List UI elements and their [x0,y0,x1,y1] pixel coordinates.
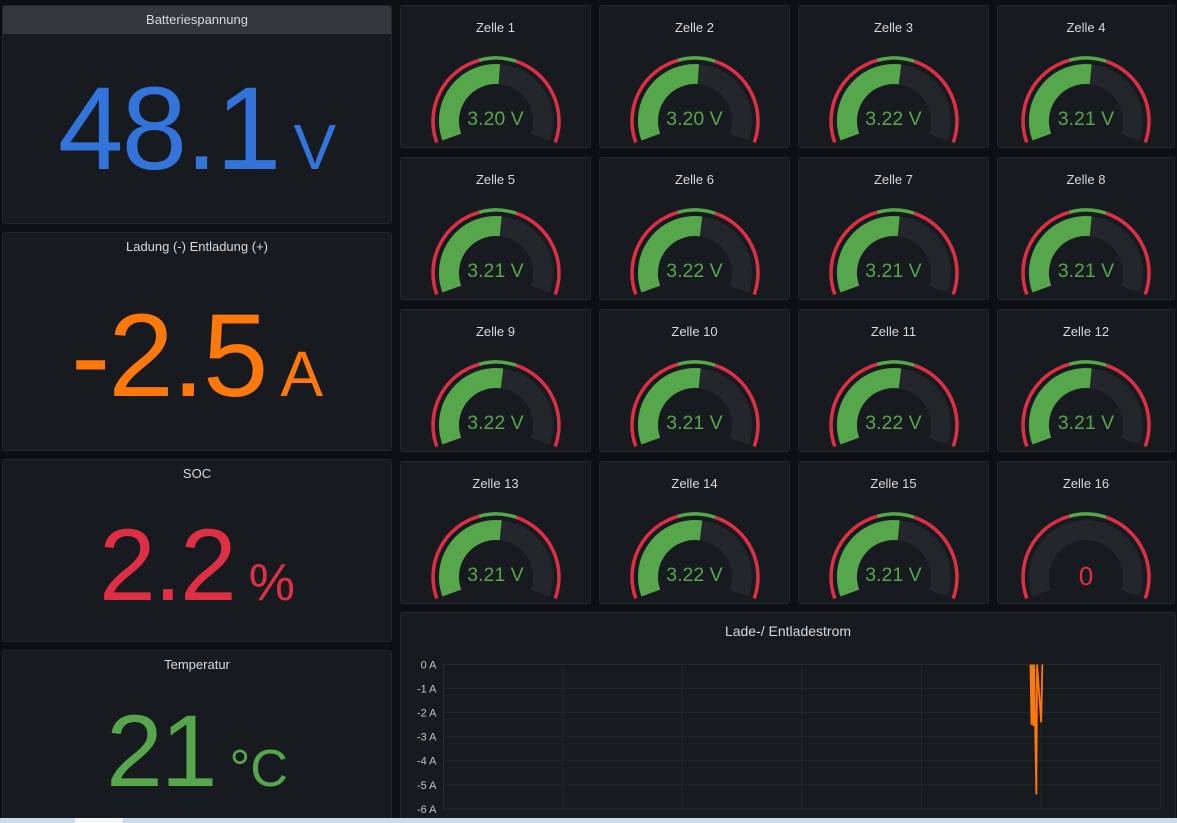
stat-value-temperatur: 21 [106,700,215,802]
y-axis-tick-label: -1 A [417,684,437,696]
gauge-value: 3.21 V [998,412,1174,435]
gauge-value: 0 [998,561,1174,592]
gauge-value: 3.22 V [799,412,988,435]
gauge-panel-zelle-7: Zelle 73.21 V [798,157,989,300]
gauge-value: 3.22 V [799,108,988,131]
y-axis-tick-label: -3 A [417,732,437,744]
gauge-panel-zelle-3: Zelle 33.22 V [798,5,989,148]
y-axis-tick-label: 0 A [421,659,437,671]
stat-value-strom: -2.5 [71,297,266,415]
cell-voltage-gauge: 3.21 V [799,158,988,299]
cell-voltage-gauge: 3.20 V [600,6,789,147]
gauge-panel-zelle-4: Zelle 43.21 V [997,5,1175,148]
cell-voltage-gauge: 3.21 V [799,462,988,603]
cell-voltage-gauge: 3.22 V [600,462,789,603]
cell-voltage-gauge: 3.21 V [998,6,1174,147]
cell-voltage-gauge: 3.22 V [401,310,590,451]
gauge-panel-zelle-13: Zelle 133.21 V [400,461,591,604]
stat-panel-temperatur: Temperatur 21 °C [2,650,392,823]
stat-value-soc: 2.2 [99,514,235,616]
cell-voltage-gauge: 3.21 V [600,310,789,451]
stat-body: 48.1 V [3,34,391,223]
gauge-value: 3.21 V [600,412,789,435]
stat-value-batteriespannung: 48.1 [58,70,280,188]
stat-unit-percent: % [249,557,295,609]
gauge-value: 3.20 V [401,108,590,131]
stat-panel-soc: SOC 2.2 % [2,459,392,642]
gauge-panel-zelle-10: Zelle 103.21 V [599,309,790,452]
stat-body: 21 °C [3,679,391,822]
horizontal-scrollbar-track[interactable] [0,818,1177,823]
y-axis-tick-label: -6 A [417,804,437,816]
stat-panel-ladung-entladung: Ladung (-) Entladung (+) -2.5 A [2,232,392,451]
gauge-panel-zelle-5: Zelle 53.21 V [400,157,591,300]
stat-unit-ampere: A [280,342,323,406]
cell-voltage-gauge: 3.20 V [401,6,590,147]
gauge-value: 3.21 V [998,108,1174,131]
stat-body: 2.2 % [3,488,391,641]
gauge-panel-zelle-15: Zelle 153.21 V [798,461,989,604]
cell-voltage-gauge: 0 [998,462,1174,603]
horizontal-scrollbar-thumb[interactable] [75,818,123,823]
stat-unit-celsius: °C [230,743,288,795]
gauge-panel-zelle-9: Zelle 93.22 V [400,309,591,452]
gauge-value: 3.20 V [600,108,789,131]
gauge-panel-zelle-12: Zelle 123.21 V [997,309,1175,452]
stat-body: -2.5 A [3,261,391,450]
y-axis-tick-label: -5 A [417,780,437,792]
stat-panel-batteriespannung: Batteriespannung 48.1 V [2,5,392,224]
gauge-panel-zelle-8: Zelle 83.21 V [997,157,1175,300]
gauge-value: 3.22 V [401,412,590,435]
gauge-value: 3.22 V [600,260,789,283]
cell-voltage-gauge: 3.22 V [600,158,789,299]
cell-voltage-gauge: 3.22 V [799,310,988,451]
panel-title-temperatur[interactable]: Temperatur [3,651,391,679]
gauge-value: 3.21 V [799,564,988,587]
gauge-panel-zelle-2: Zelle 23.20 V [599,5,790,148]
gauge-panel-zelle-1: Zelle 13.20 V [400,5,591,148]
gauge-value: 3.21 V [401,564,590,587]
cell-voltage-gauge: 3.21 V [998,310,1174,451]
panel-title-ladung-entladung[interactable]: Ladung (-) Entladung (+) [3,233,391,261]
stat-unit-volt: V [293,115,336,179]
gauge-panel-zelle-11: Zelle 113.22 V [798,309,989,452]
gauge-value: 3.21 V [799,260,988,283]
cell-voltage-gauge: 3.21 V [401,158,590,299]
gauge-panel-zelle-14: Zelle 143.22 V [599,461,790,604]
gauge-panel-zelle-16: Zelle 160 [997,461,1175,604]
gauge-value: 3.21 V [401,260,590,283]
y-axis-tick-label: -4 A [417,756,437,768]
panel-title-batteriespannung[interactable]: Batteriespannung [3,6,391,34]
gauge-value: 3.22 V [600,564,789,587]
grafana-dashboard: Batteriespannung 48.1 V Ladung (-) Entla… [0,0,1177,823]
panel-title-soc[interactable]: SOC [3,460,391,488]
cell-voltage-gauge: 3.21 V [998,158,1174,299]
time-series-chart: 0 A -1 A -2 A -3 A -4 A -5 A -6 A [401,613,1175,822]
gauge-value: 3.21 V [998,260,1174,283]
cell-gauge-grid: Zelle 13.20 VZelle 23.20 VZelle 33.22 VZ… [400,5,1176,604]
chart-panel-lade-entladestrom: Lade-/ Entladestrom 0 A-1 A-2 A-3 A-4 A-… [400,612,1176,823]
y-axis-tick-label: -2 A [417,708,437,720]
cell-voltage-gauge: 3.22 V [799,6,988,147]
cell-voltage-gauge: 3.21 V [401,462,590,603]
gauge-panel-zelle-6: Zelle 63.22 V [599,157,790,300]
